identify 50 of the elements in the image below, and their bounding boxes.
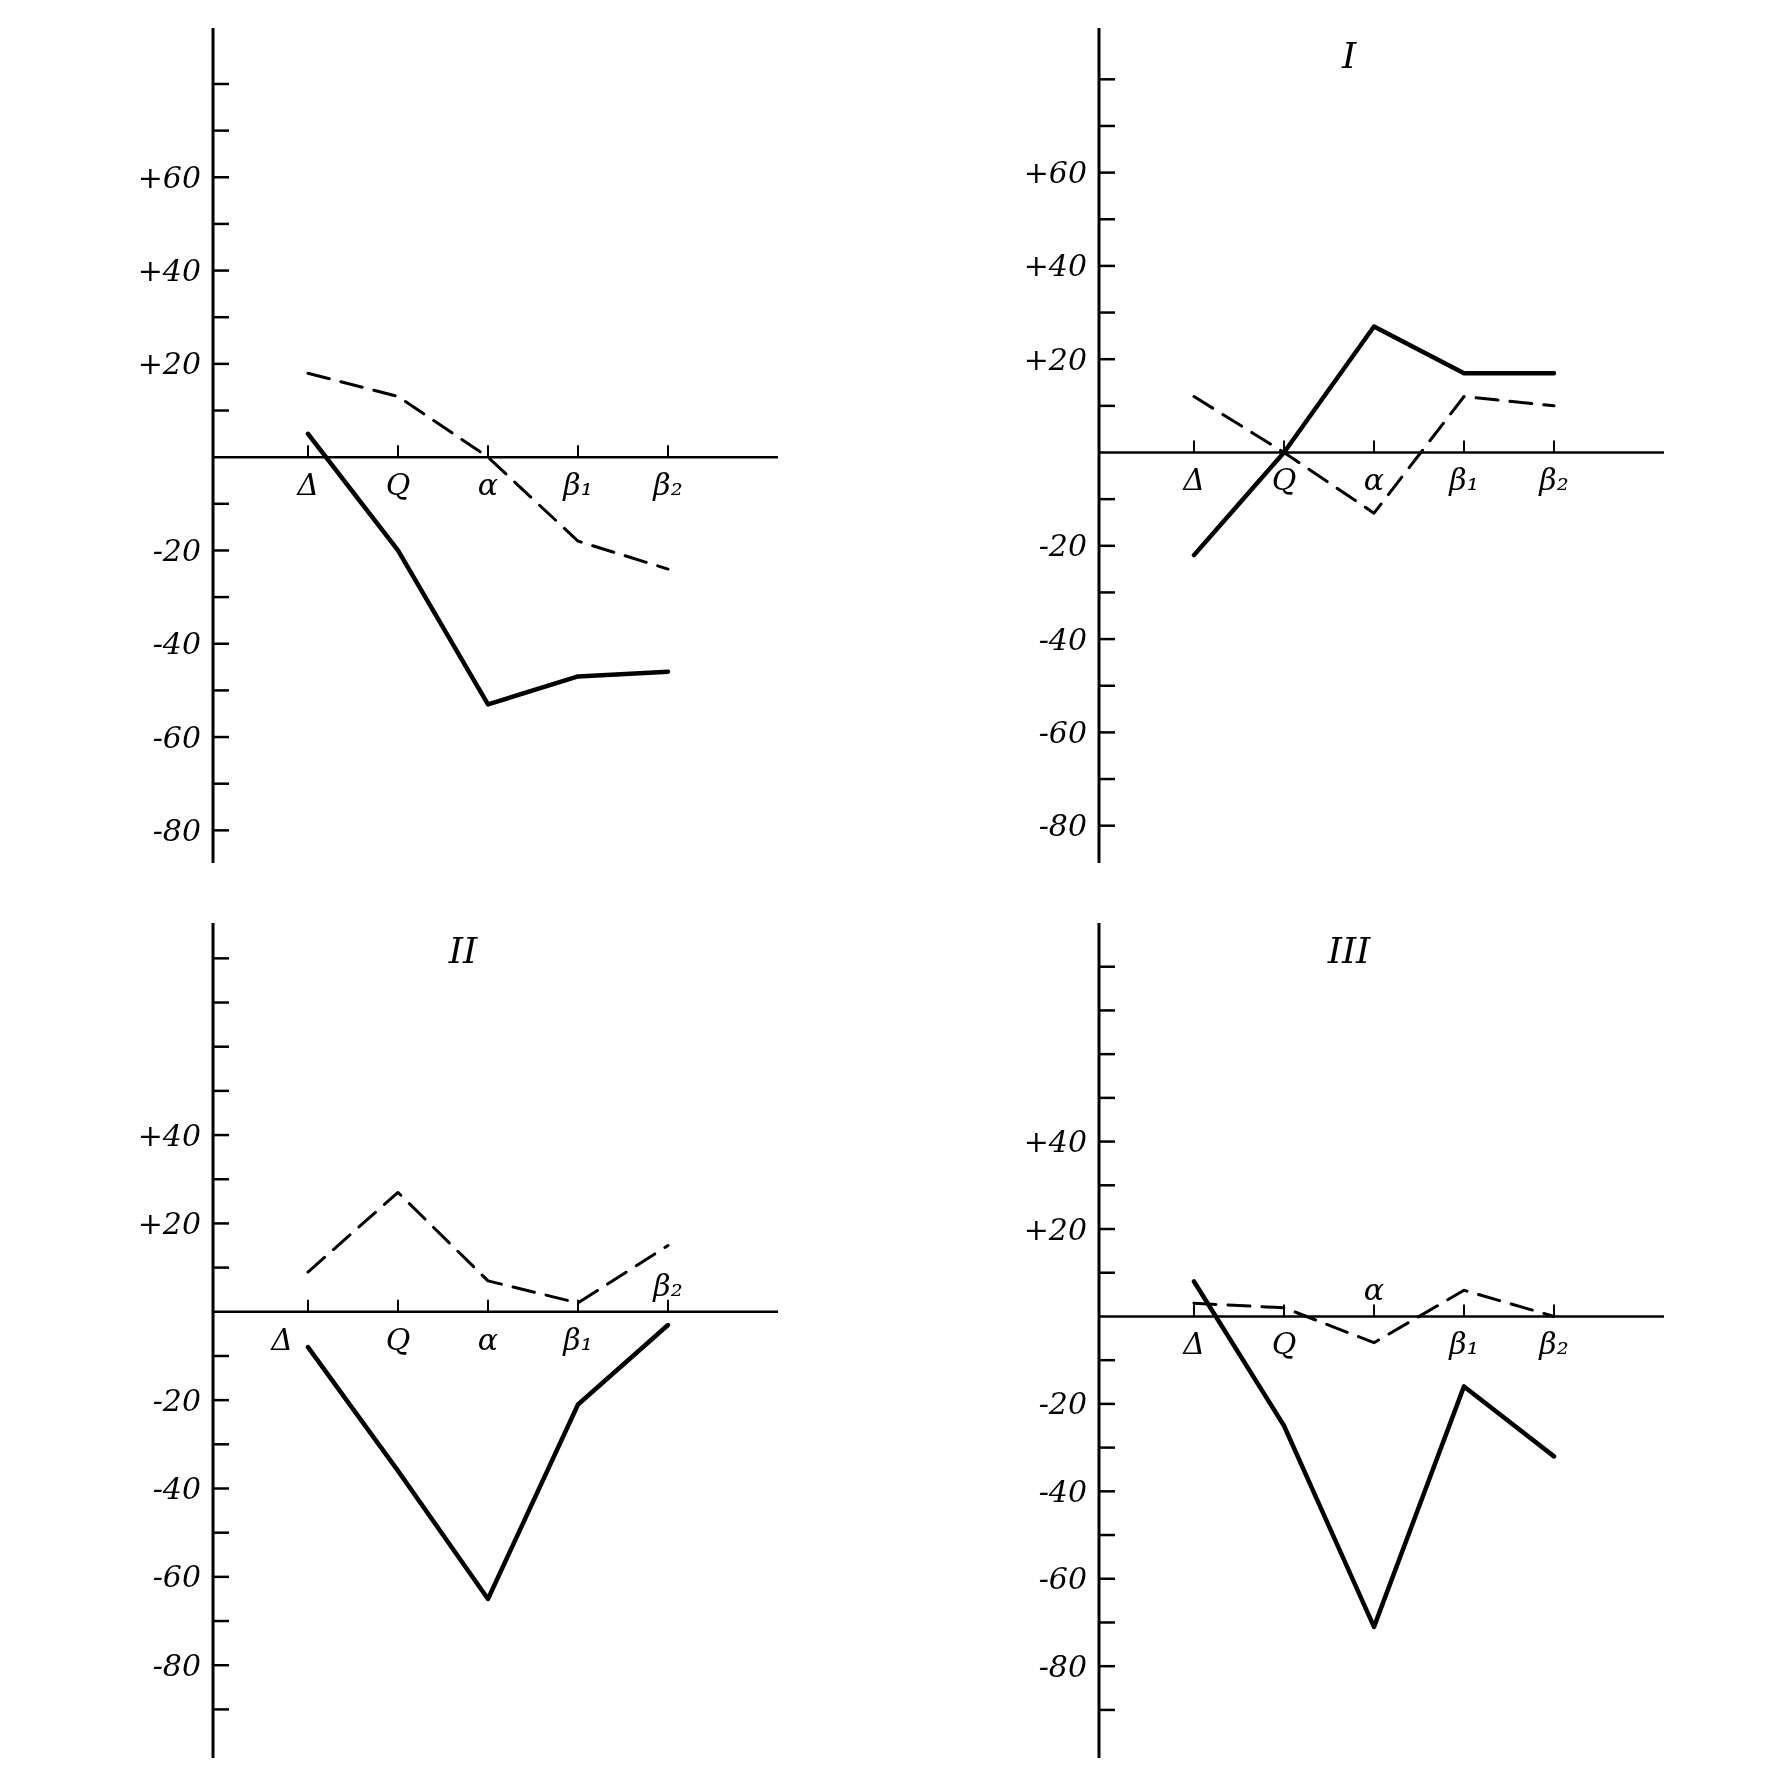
x-tick-label: α — [1363, 1272, 1385, 1308]
x-tick-label: Δ — [1182, 462, 1205, 498]
x-tick-label: α — [1363, 462, 1385, 498]
x-tick-label: β₁ — [1448, 1326, 1479, 1362]
x-tick-label: α — [477, 467, 499, 503]
x-tick-label: β₁ — [562, 1321, 593, 1357]
y-tick-label: -60 — [152, 719, 201, 755]
x-tick-label: β₁ — [1448, 462, 1479, 498]
x-tick-label: Q — [385, 1321, 411, 1357]
x-tick-label: β₂ — [1538, 462, 1569, 498]
y-tick-label: +40 — [137, 1117, 201, 1153]
chart-title: II — [447, 930, 478, 971]
x-tick-label: β₂ — [652, 1267, 683, 1303]
y-tick-label: -40 — [152, 626, 201, 662]
y-tick-label: +20 — [137, 1205, 201, 1241]
y-tick-label: +60 — [137, 159, 201, 195]
x-tick-label: β₁ — [562, 467, 593, 503]
x-tick-label: Q — [1271, 462, 1297, 498]
x-tick-label: Q — [385, 467, 411, 503]
y-tick-label: +20 — [1023, 341, 1087, 377]
y-tick-label: -20 — [152, 1382, 201, 1418]
y-tick-label: -80 — [152, 1647, 201, 1683]
y-tick-label: -20 — [1038, 1386, 1087, 1422]
y-tick-label: +20 — [1023, 1211, 1087, 1247]
y-tick-label: -80 — [1038, 808, 1087, 844]
y-tick-label: -80 — [152, 812, 201, 848]
line-series — [305, 1322, 671, 1602]
x-tick-label: Δ — [296, 467, 319, 503]
x-tick-label: Δ — [1182, 1326, 1205, 1362]
chart-title: I — [1340, 35, 1357, 76]
x-tick-label: Δ — [270, 1321, 293, 1357]
y-tick-label: -80 — [1038, 1648, 1087, 1684]
x-tick-label: β₂ — [1538, 1326, 1569, 1362]
y-tick-label: -60 — [1038, 714, 1087, 750]
y-tick-label: +40 — [137, 253, 201, 289]
y-tick-label: -40 — [1038, 1473, 1087, 1509]
y-tick-label: +40 — [1023, 1124, 1087, 1160]
y-tick-label: +60 — [1023, 155, 1087, 191]
x-tick-label: β₂ — [652, 467, 683, 503]
y-tick-label: -40 — [1038, 621, 1087, 657]
y-tick-label: -40 — [152, 1471, 201, 1506]
y-tick-label: -20 — [152, 532, 201, 568]
y-tick-label: +40 — [1023, 248, 1087, 284]
x-tick-label: Q — [1271, 1326, 1297, 1362]
y-tick-label: +20 — [137, 346, 201, 382]
chart-title: III — [1326, 930, 1372, 971]
y-tick-label: -20 — [1038, 528, 1087, 564]
y-tick-label: -60 — [152, 1559, 201, 1595]
x-tick-label: α — [477, 1321, 499, 1357]
y-tick-label: -60 — [1038, 1561, 1087, 1597]
